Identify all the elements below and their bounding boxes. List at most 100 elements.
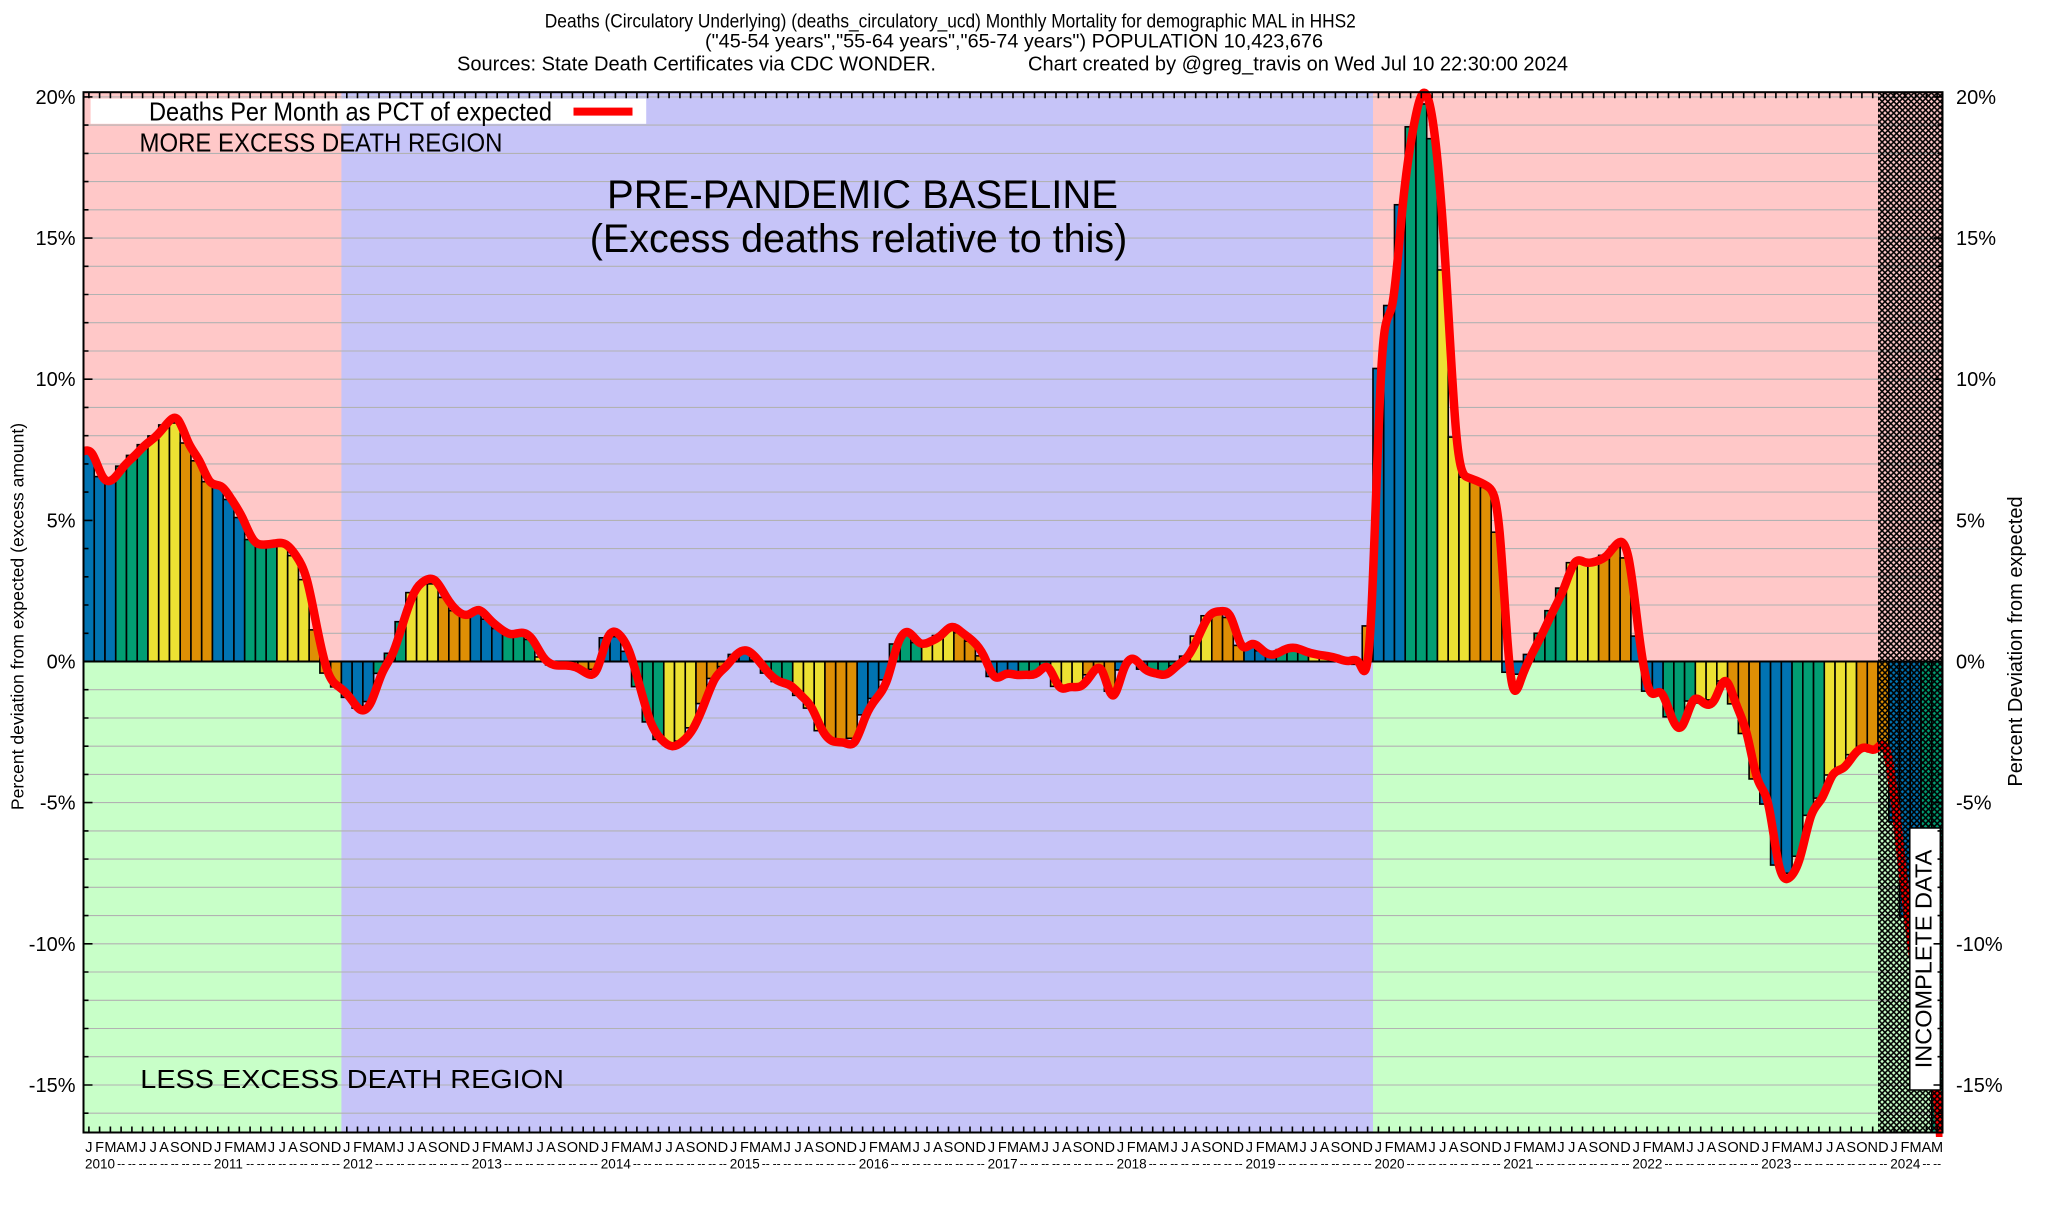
svg-text:2010: 2010 xyxy=(85,1157,115,1172)
svg-text:J: J xyxy=(537,1140,544,1156)
svg-text:--: -- xyxy=(794,1157,802,1171)
svg-text:A: A xyxy=(159,1140,169,1156)
svg-text:--: -- xyxy=(805,1157,813,1171)
svg-text:--: -- xyxy=(1933,1157,1941,1171)
svg-text:F: F xyxy=(1385,1140,1394,1156)
svg-text:J: J xyxy=(1052,1140,1059,1156)
svg-text:S: S xyxy=(299,1140,309,1156)
svg-text:--: -- xyxy=(268,1157,276,1171)
svg-text:D: D xyxy=(1749,1140,1759,1156)
svg-text:--: -- xyxy=(697,1157,705,1171)
svg-text:D: D xyxy=(1233,1140,1243,1156)
svg-text:M: M xyxy=(126,1140,138,1156)
svg-text:--: -- xyxy=(1063,1157,1071,1171)
svg-text:S: S xyxy=(1846,1140,1856,1156)
svg-text:--: -- xyxy=(117,1157,125,1171)
svg-text:M: M xyxy=(1415,1140,1427,1156)
svg-text:M: M xyxy=(362,1140,374,1156)
svg-text:J: J xyxy=(913,1140,920,1156)
svg-text:--: -- xyxy=(171,1157,179,1171)
svg-text:--: -- xyxy=(386,1157,394,1171)
svg-text:--: -- xyxy=(590,1157,598,1171)
svg-text:-5%: -5% xyxy=(1956,793,1992,815)
svg-text:--: -- xyxy=(826,1157,834,1171)
svg-text:--: -- xyxy=(1568,1157,1576,1171)
svg-text:J: J xyxy=(1815,1140,1822,1156)
svg-text:--: -- xyxy=(654,1157,662,1171)
svg-text:2011: 2011 xyxy=(214,1157,243,1172)
svg-text:N: N xyxy=(449,1140,459,1156)
svg-text:J: J xyxy=(1246,1140,1253,1156)
svg-text:--: -- xyxy=(192,1157,200,1171)
svg-text:O: O xyxy=(1212,1140,1223,1156)
svg-text:2018: 2018 xyxy=(1117,1157,1147,1172)
svg-text:D: D xyxy=(976,1140,986,1156)
svg-text:--: -- xyxy=(1579,1157,1587,1171)
svg-text:2023: 2023 xyxy=(1761,1157,1791,1172)
svg-text:J: J xyxy=(1686,1140,1693,1156)
svg-text:F: F xyxy=(611,1140,620,1156)
svg-text:M: M xyxy=(749,1140,761,1156)
svg-text:--: -- xyxy=(440,1157,448,1171)
svg-text:--: -- xyxy=(1675,1157,1683,1171)
svg-text:--: -- xyxy=(558,1157,566,1171)
svg-text:J: J xyxy=(1117,1140,1124,1156)
svg-text:--: -- xyxy=(977,1157,985,1171)
svg-text:--: -- xyxy=(418,1157,426,1171)
svg-text:M: M xyxy=(1652,1140,1664,1156)
svg-text:O: O xyxy=(309,1140,320,1156)
svg-text:O: O xyxy=(696,1140,707,1156)
svg-text:--: -- xyxy=(644,1157,652,1171)
svg-text:5%: 5% xyxy=(47,510,76,532)
svg-text:A: A xyxy=(675,1140,685,1156)
svg-text:Percent deviation from expecte: Percent deviation from expected (excess … xyxy=(8,423,28,810)
svg-text:--: -- xyxy=(139,1157,147,1171)
svg-text:--: -- xyxy=(633,1157,641,1171)
svg-text:N: N xyxy=(1094,1140,1104,1156)
svg-text:--: -- xyxy=(182,1157,190,1171)
svg-text:2015: 2015 xyxy=(730,1157,760,1172)
svg-text:--: -- xyxy=(708,1157,716,1171)
svg-text:J: J xyxy=(1557,1140,1564,1156)
svg-text:O: O xyxy=(954,1140,965,1156)
svg-text:A: A xyxy=(1277,1140,1287,1156)
svg-text:O: O xyxy=(1598,1140,1609,1156)
svg-text:J: J xyxy=(601,1140,608,1156)
svg-text:A: A xyxy=(1578,1140,1588,1156)
svg-text:F: F xyxy=(95,1140,104,1156)
svg-text:D: D xyxy=(1491,1140,1501,1156)
svg-text:2024: 2024 xyxy=(1890,1157,1921,1172)
svg-text:--: -- xyxy=(1224,1157,1232,1171)
svg-text:--: -- xyxy=(332,1157,340,1171)
svg-text:O: O xyxy=(1340,1140,1351,1156)
svg-text:-15%: -15% xyxy=(29,1075,76,1097)
svg-text:J: J xyxy=(1762,1140,1769,1156)
svg-text:--: -- xyxy=(687,1157,695,1171)
svg-text:M: M xyxy=(642,1140,654,1156)
svg-text:N: N xyxy=(965,1140,975,1156)
svg-text:--: -- xyxy=(536,1157,544,1171)
svg-text:--: -- xyxy=(149,1157,157,1171)
svg-text:--: -- xyxy=(321,1157,329,1171)
svg-text:J: J xyxy=(1568,1140,1575,1156)
svg-text:J: J xyxy=(397,1140,404,1156)
svg-text:--: -- xyxy=(1299,1157,1307,1171)
svg-text:A: A xyxy=(804,1140,814,1156)
svg-text:S: S xyxy=(815,1140,825,1156)
svg-text:M: M xyxy=(1781,1140,1793,1156)
svg-text:--: -- xyxy=(504,1157,512,1171)
svg-text:Percent Deviation from expecte: Percent Deviation from expected xyxy=(2005,496,2027,786)
svg-text:M: M xyxy=(384,1140,396,1156)
svg-text:--: -- xyxy=(1235,1157,1243,1171)
svg-text:F: F xyxy=(1771,1140,1780,1156)
svg-text:J: J xyxy=(150,1140,157,1156)
svg-text:F: F xyxy=(482,1140,491,1156)
svg-text:--: -- xyxy=(429,1157,437,1171)
svg-text:S: S xyxy=(944,1140,954,1156)
svg-text:A: A xyxy=(1320,1140,1330,1156)
svg-text:--: -- xyxy=(1589,1157,1597,1171)
svg-text:J: J xyxy=(279,1140,286,1156)
svg-text:D: D xyxy=(589,1140,599,1156)
svg-text:--: -- xyxy=(1847,1157,1855,1171)
svg-text:--: -- xyxy=(1557,1157,1565,1171)
